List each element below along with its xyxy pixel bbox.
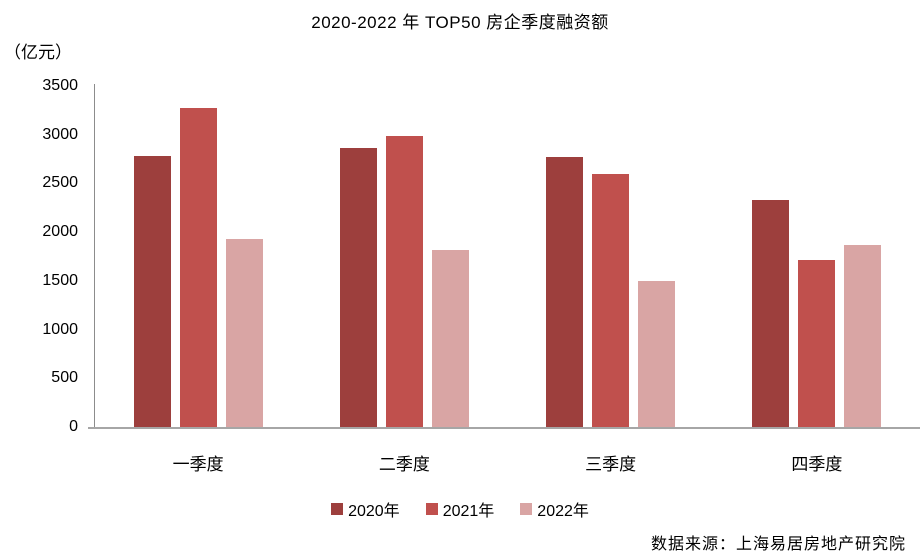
legend-item-2021年: 2021年 bbox=[425, 497, 495, 521]
bar-2022年-二季度 bbox=[431, 249, 469, 427]
legend-swatch-icon bbox=[425, 503, 438, 515]
legend-label: 2022年 bbox=[537, 503, 589, 520]
source-note: 数据来源：上海易居房地产研究院 bbox=[650, 536, 906, 553]
plot-area bbox=[95, 86, 920, 427]
legend-swatch-icon bbox=[331, 503, 344, 515]
bar-2020年-三季度 bbox=[546, 157, 584, 427]
y-tick-label: 2000 bbox=[42, 223, 78, 241]
y-tick-label: 0 bbox=[69, 418, 78, 435]
y-tick-label: 3500 bbox=[42, 77, 78, 94]
legend: 2020年 2021年 2022年 bbox=[0, 497, 920, 521]
bar-2022年-四季度 bbox=[844, 244, 882, 427]
x-axis-baseline bbox=[88, 427, 920, 429]
y-tick-label: 500 bbox=[51, 369, 78, 387]
bar-2021年-一季度 bbox=[179, 108, 217, 427]
y-tick-label: 1500 bbox=[42, 271, 78, 289]
x-axis-label-二季度: 二季度 bbox=[378, 455, 430, 474]
bar-2021年-二季度 bbox=[385, 135, 423, 427]
x-axis-label-三季度: 三季度 bbox=[585, 455, 637, 474]
bar-2022年-一季度 bbox=[225, 238, 263, 427]
legend-label: 2021年 bbox=[442, 503, 495, 520]
x-axis-label-四季度: 四季度 bbox=[791, 455, 843, 474]
legend-swatch-icon bbox=[520, 503, 533, 515]
y-axis-unit-label: （亿元） bbox=[4, 43, 72, 62]
chart-title: 2020-2022 年 TOP50 房企季度融资额 bbox=[311, 13, 609, 32]
legend-item-2022年: 2022年 bbox=[520, 497, 589, 521]
y-tick-label: 2500 bbox=[42, 174, 78, 192]
bar-2021年-三季度 bbox=[592, 173, 630, 427]
legend-item-2020年: 2020年 bbox=[331, 497, 400, 521]
bar-2022年-三季度 bbox=[638, 280, 676, 427]
legend-label: 2020年 bbox=[348, 503, 400, 520]
y-tick-label: 3000 bbox=[42, 125, 78, 143]
y-axis-line bbox=[94, 84, 95, 429]
bar-2021年-四季度 bbox=[798, 260, 836, 427]
bar-2020年-二季度 bbox=[339, 148, 377, 427]
x-axis-label-一季度: 一季度 bbox=[172, 455, 224, 474]
y-tick-label: 1000 bbox=[42, 320, 78, 338]
bar-2020年-四季度 bbox=[752, 200, 790, 427]
bar-2020年-一季度 bbox=[133, 156, 171, 427]
